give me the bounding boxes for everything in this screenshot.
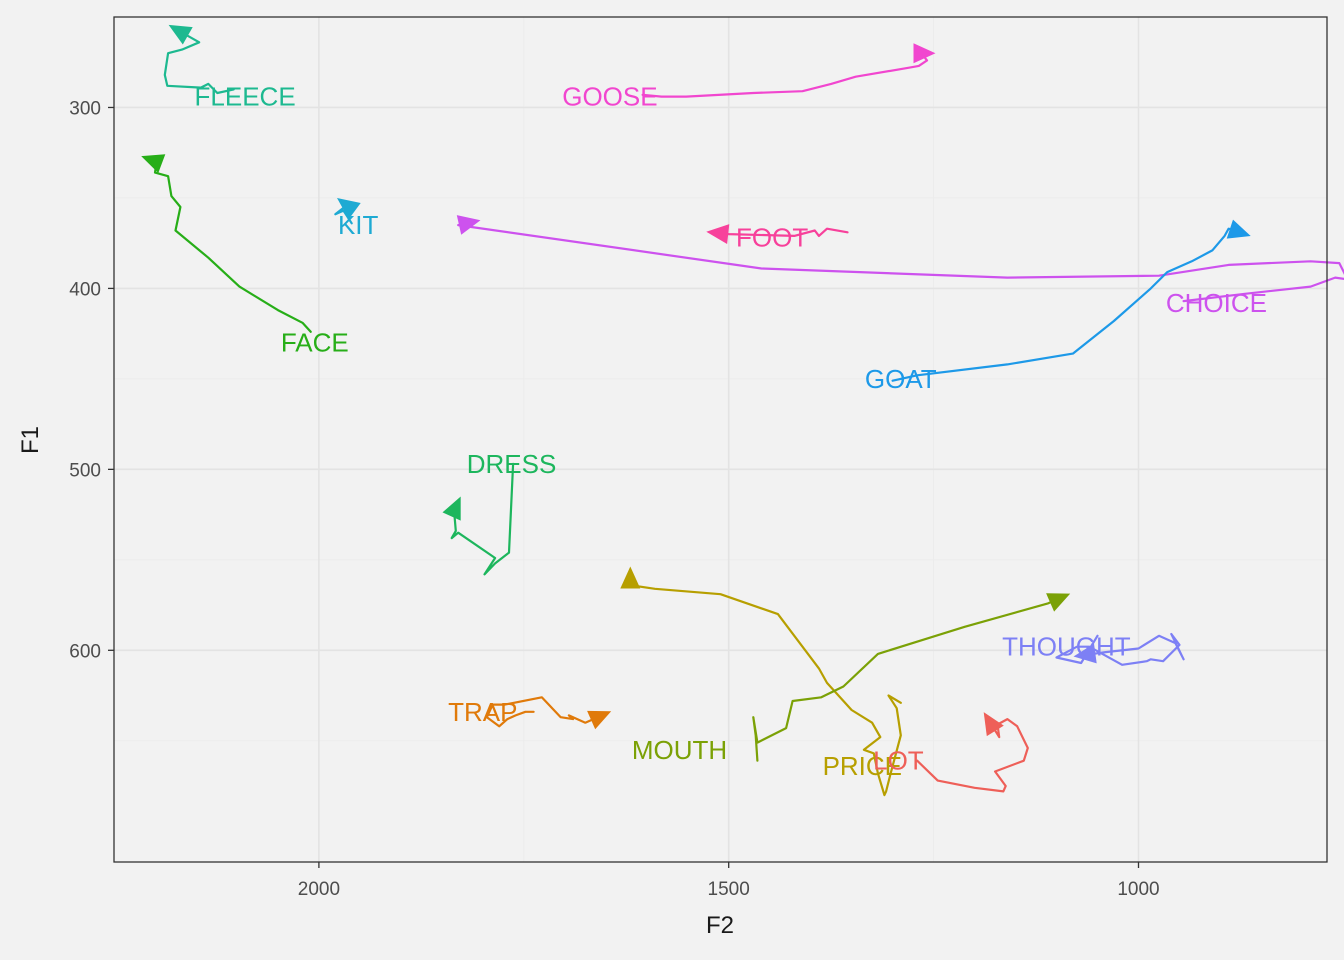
label-fleece: FLEECE [195,82,296,112]
label-mouth: MOUTH [632,735,727,765]
trajectory-goat [891,227,1247,382]
label-trap: TRAP [448,697,517,727]
label-lot: LOT [873,746,924,776]
y-tick-label: 300 [69,98,101,119]
arrowhead-lot [983,712,1004,737]
x-tick-label: 2000 [298,879,340,900]
vowel-labels: FLEECE GOOSE FACE KIT FOOT CHOICE GOAT DRESS PRI… [195,82,1267,781]
x-axis: 2000 1500 1000 [298,862,1160,900]
trajectory-fleece [163,26,235,95]
y-axis-title: F1 [17,426,44,454]
trajectory-thought [1055,632,1185,666]
label-price: PRICE [823,751,902,781]
label-dress: DRESS [467,449,557,479]
label-goat: GOAT [865,364,937,394]
arrowhead-goat [1226,219,1251,239]
y-tick-label: 400 [69,279,101,300]
arrowhead-face [141,154,166,173]
arrowhead-trap [587,710,612,730]
label-goose: GOOSE [562,82,657,112]
label-foot: FOOT [736,223,808,253]
series-layer [141,24,1344,797]
y-tick-label: 500 [69,460,101,481]
trajectory-foot [711,227,849,237]
label-thought: THOUGHT [1002,632,1131,662]
major-gridlines [114,17,1327,862]
trajectory-face [145,157,312,333]
plot-panel [114,17,1327,862]
label-choice: CHOICE [1166,288,1267,318]
trajectory-choice [457,220,1344,303]
trajectory-price [629,571,902,797]
trajectory-dress [450,462,515,576]
y-axis: 300 400 500 600 [69,98,114,662]
arrowhead-price [620,566,641,589]
arrowhead-choice [456,215,481,235]
arrowhead-thought [1073,643,1097,664]
arrowhead-dress [442,496,461,521]
x-axis-title: F2 [706,912,734,939]
plot-border [113,16,1328,863]
label-face: FACE [281,328,349,358]
trajectory-mouth [752,594,1066,762]
trajectory-trap [485,696,607,728]
trajectory-goose [641,52,931,98]
y-tick-label: 600 [69,641,101,662]
x-tick-label: 1000 [1117,879,1159,900]
arrowhead-mouth [1046,593,1071,612]
arrowhead-kit [337,198,361,220]
label-kit: KIT [338,210,379,240]
arrowhead-goose [913,43,936,64]
arrowhead-fleece [168,24,193,45]
arrowhead-foot [706,224,730,244]
x-tick-label: 1500 [708,879,750,900]
